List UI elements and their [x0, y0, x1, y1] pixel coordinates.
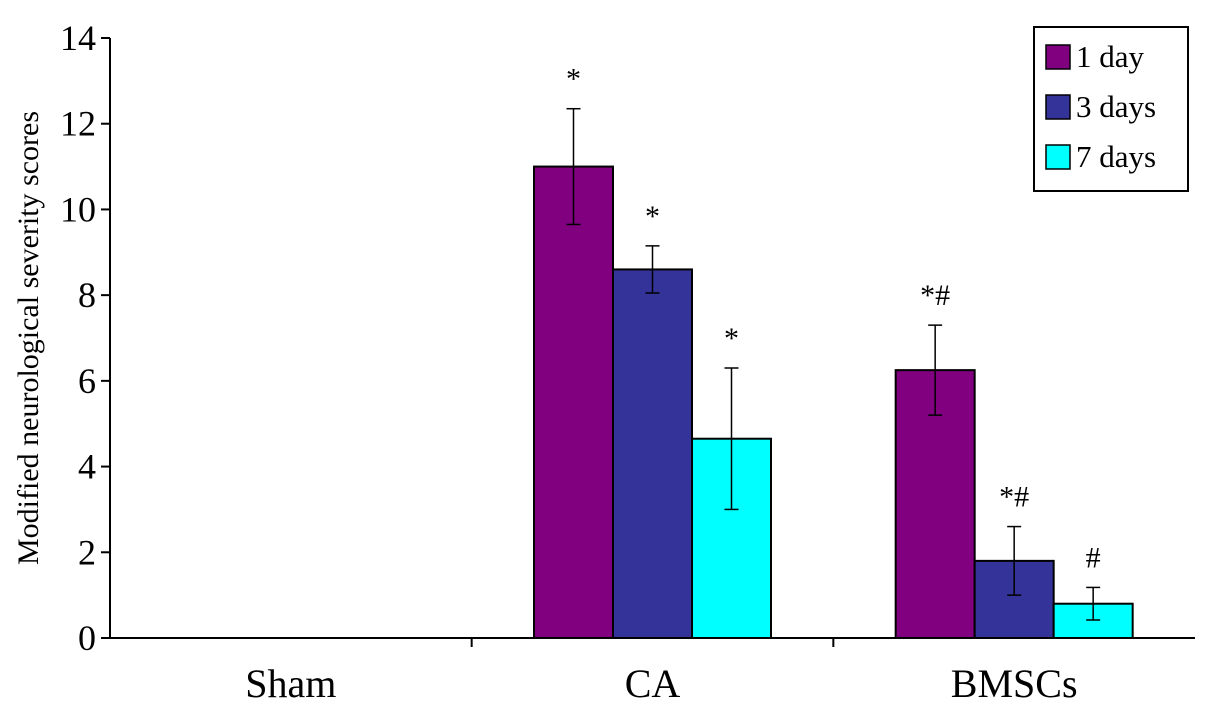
significance-mark: *#	[920, 279, 950, 312]
significance-mark: *	[724, 322, 739, 355]
bar	[533, 165, 614, 639]
y-tick-label: 12	[60, 104, 96, 144]
legend-label: 7 days	[1076, 139, 1156, 174]
significance-mark: *	[645, 200, 660, 233]
x-category-label: Sham	[245, 661, 336, 706]
legend-swatch	[1045, 144, 1071, 170]
significance-mark: #	[1086, 541, 1101, 574]
significance-mark: *#	[999, 481, 1029, 514]
significance-mark: *	[566, 63, 581, 96]
y-tick-label: 14	[60, 18, 96, 58]
y-axis-label: Modified neurological severity scores	[12, 111, 45, 565]
legend-label: 3 days	[1076, 89, 1156, 124]
y-tick-label: 6	[78, 361, 96, 401]
bar	[612, 268, 693, 639]
y-tick-label: 0	[78, 618, 96, 658]
legend-label: 1 day	[1076, 39, 1145, 74]
y-tick-label: 2	[78, 532, 96, 572]
y-tick-label: 4	[78, 447, 96, 487]
y-tick-label: 8	[78, 275, 96, 315]
x-category-label: CA	[625, 661, 681, 706]
x-category-label: BMSCs	[951, 661, 1078, 706]
legend-swatch	[1045, 94, 1071, 120]
y-tick-label: 10	[60, 189, 96, 229]
legend-swatch	[1045, 44, 1071, 70]
